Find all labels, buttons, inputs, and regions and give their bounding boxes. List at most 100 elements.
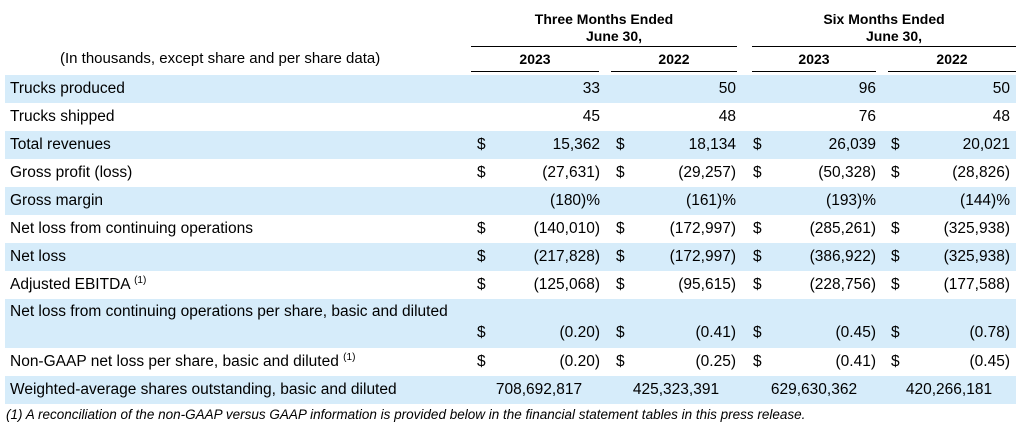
period-header-line2: June 30, [585,28,643,44]
table-row: Adjusted EBITDA (1) $ (125,068) $ (95,615) $ (… [5,271,1016,299]
row-label-text: Net loss from continuing operations [10,220,253,237]
value-cell: 26,039 [828,136,876,153]
table-row: Net loss from continuing operations per … [5,299,1016,348]
currency-symbol: $ [616,324,625,341]
value-cell: 33 [582,80,600,97]
value-cell: (172,997) [669,248,736,265]
value-cell: (28,826) [952,164,1010,181]
currency-symbol: $ [616,248,625,265]
row-label: Net loss [10,248,66,266]
currency-symbol: $ [477,276,486,293]
currency-symbol: $ [616,164,625,181]
year-header: 2022 [888,51,1016,72]
currency-symbol: $ [753,353,762,370]
table-row: Total revenues $15,362 $18,134 $26,039 $20,0… [5,131,1016,159]
currency-symbol: $ [477,248,486,265]
currency-symbol: $ [891,136,900,153]
currency-symbol: $ [753,220,762,237]
row-label-text: Net loss from continuing operations per … [10,303,448,320]
row-label-text: Trucks shipped [10,108,115,125]
year-header: 2023 [471,51,599,72]
value-cell: (325,938) [943,220,1010,237]
value-cell: (180)% [550,192,600,209]
currency-symbol: $ [891,220,900,237]
row-label: Net loss from continuing operations [10,220,253,238]
row-label-text: Weighted-average shares outstanding, bas… [10,381,397,398]
table-row: Trucks produced 33 50 96 50 [5,75,1016,103]
row-label-text: Total revenues [10,136,111,153]
currency-symbol: $ [753,164,762,181]
currency-symbol: $ [753,136,762,153]
table-body: Trucks produced 33 50 96 50 Trucks shipped 45 4… [5,75,1016,404]
footnote: (1) A reconciliation of the non-GAAP ver… [6,407,806,422]
currency-symbol: $ [477,220,486,237]
currency-symbol: $ [753,276,762,293]
currency-symbol: $ [753,248,762,265]
table-row: Non-GAAP net loss per share, basic and d… [5,348,1016,376]
value-cell: (0.41) [695,324,737,341]
unit-note: (In thousands, except share and per shar… [60,50,381,67]
value-cell: (285,261) [809,220,876,237]
row-label: Adjusted EBITDA (1) [10,274,147,294]
value-cell: (177,588) [943,276,1010,293]
row-label-text: Gross margin [10,192,104,209]
row-label-text: Adjusted EBITDA [10,276,130,293]
currency-symbol: $ [753,324,762,341]
period-header-line1: Six Months Ended [823,11,945,27]
row-label: Total revenues [10,136,111,154]
currency-symbol: $ [477,353,486,370]
row-label: Non-GAAP net loss per share, basic and d… [10,351,356,371]
value-cell: 420,266,181 [905,381,993,398]
currency-symbol: $ [616,276,625,293]
period-header-line1: Three Months Ended [534,11,674,27]
value-cell: (125,068) [533,276,600,293]
value-cell: (0.20) [559,324,601,341]
value-cell: 48 [992,108,1010,125]
currency-symbol: $ [616,353,625,370]
year-header: 2023 [752,51,876,72]
period-underline [752,46,1016,47]
row-label-text: Non-GAAP net loss per share, basic and d… [10,353,339,370]
year-header: 2022 [611,51,737,72]
value-cell: (27,631) [542,164,600,181]
currency-symbol: $ [891,276,900,293]
value-cell: 15,362 [552,136,600,153]
currency-symbol: $ [616,136,625,153]
value-cell: 50 [718,80,736,97]
value-cell: (50,328) [818,164,876,181]
value-cell: 708,692,817 [495,381,583,398]
row-label-text: Trucks produced [10,80,125,97]
row-label-text: Gross profit (loss) [10,164,133,181]
row-label: Gross profit (loss) [10,164,132,182]
value-cell: (29,257) [678,164,736,181]
currency-symbol: $ [891,324,900,341]
value-cell: (140,010) [533,220,600,237]
value-cell: 50 [992,80,1010,97]
footnote-mark: (1) [343,351,356,363]
row-label-text: Net loss [10,248,66,265]
value-cell: (95,615) [678,276,736,293]
value-cell: (0.20) [559,353,601,370]
table-row: Gross profit (loss) $ (27,631) $ (29,257) $ (5… [5,159,1016,187]
table-row: Net loss from continuing operations $ (140… [5,215,1016,243]
table-row: Gross margin (180)% (161)% (193)% (144)% [5,187,1016,215]
value-cell: (193)% [826,192,876,209]
footnote-mark: (1) [134,274,147,286]
row-label: Net loss from continuing operations per … [10,301,450,323]
period-underline [471,46,737,47]
currency-symbol: $ [891,164,900,181]
value-cell: (172,997) [669,220,736,237]
period-header-line2: June 30, [865,28,923,44]
row-label: Weighted-average shares outstanding, bas… [10,381,397,399]
row-label: Trucks produced [10,80,125,98]
value-cell: (217,828) [533,248,600,265]
currency-symbol: $ [477,164,486,181]
value-cell: 45 [582,108,600,125]
value-cell: (0.45) [835,324,877,341]
period-header-six-months: Six Months Ended June 30, [752,11,1016,45]
row-label: Gross margin [10,192,103,210]
value-cell: (228,756) [809,276,876,293]
value-cell: 76 [858,108,876,125]
table-row: Trucks shipped 45 48 76 48 [5,103,1016,131]
